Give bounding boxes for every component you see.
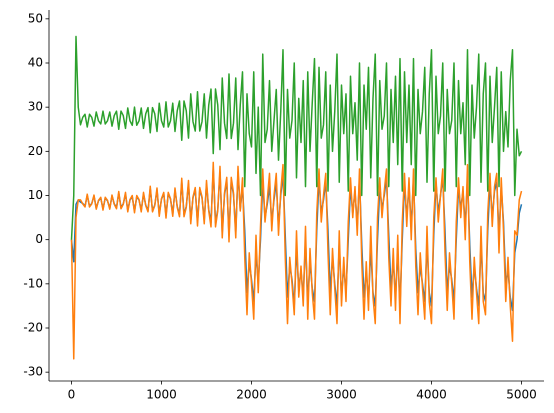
x-tick-label: 4000 [416, 388, 447, 402]
y-tick-label: -30 [23, 365, 43, 379]
x-tick-label: 5000 [506, 388, 537, 402]
y-tick-label: 30 [28, 100, 43, 114]
series-line [70, 35, 523, 240]
y-tick-label: 50 [28, 11, 43, 25]
x-tick-label: 2000 [236, 388, 267, 402]
y-tick-label: 0 [35, 232, 43, 246]
y-tick-label: 20 [28, 144, 43, 158]
x-tick-label: 0 [68, 388, 76, 402]
y-tick-label: 10 [28, 188, 43, 202]
x-tick-label: 1000 [146, 388, 177, 402]
series-line [70, 161, 523, 360]
y-tick-label: 40 [28, 56, 43, 70]
y-tick-label: -10 [23, 276, 43, 290]
x-tick-label: 3000 [326, 388, 357, 402]
y-tick-label: -20 [23, 321, 43, 335]
